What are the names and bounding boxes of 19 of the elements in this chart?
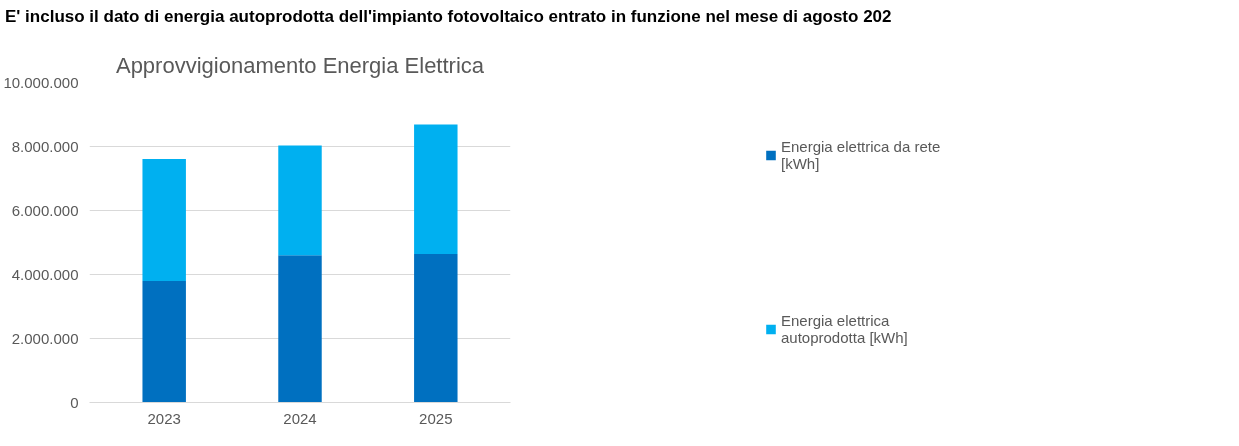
legend-label: Energia elettrica autoprodotta [kWh] [781,312,909,346]
x-tick-label: 2025 [419,409,453,427]
bar [278,255,322,403]
bar [414,124,458,255]
y-tick-label: 4.000.000 [11,265,79,283]
chart-title: Approvvigionamento Energia Elettrica [115,52,485,78]
x-tick-label: 2024 [283,409,317,427]
bar [278,145,322,256]
bar [142,280,186,403]
legend-label: Energia elettrica da rete [kWh] [781,138,942,172]
bar [142,158,186,281]
y-tick-label: 6.000.000 [11,201,79,219]
y-tick-label: 8.000.000 [11,137,79,155]
bar [414,254,458,403]
y-tick-label: 2.000.000 [11,329,79,347]
y-tick-label: 0 [70,393,79,411]
y-tick-label: 10.000.000 [3,73,79,91]
x-tick-label: 2023 [147,409,181,427]
text: E' incluso il dato di energia autoprodotta dell'impianto fotovoltaico entrato in funzione nel mese di agosto 202 [5,6,892,28]
